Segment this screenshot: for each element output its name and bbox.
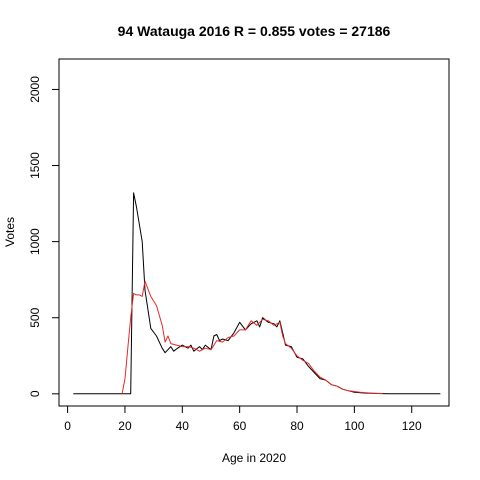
y-axis: 0 500 1000 1500 2000	[28, 76, 60, 397]
x-tick-label: 0	[64, 419, 71, 433]
y-axis-label: Votes	[3, 217, 17, 247]
y-tick-label: 1000	[28, 228, 42, 255]
y-tick-label: 0	[28, 390, 42, 397]
x-tick-label: 100	[344, 419, 364, 433]
x-tick-label: 40	[176, 419, 190, 433]
y-tick-label: 500	[28, 307, 42, 327]
series-layer	[73, 192, 441, 395]
x-tick-label: 80	[290, 419, 304, 433]
x-tick-label: 20	[118, 419, 132, 433]
y-tick-label: 1500	[28, 152, 42, 179]
series-line-2	[121, 280, 384, 394]
x-tick-label: 60	[233, 419, 247, 433]
series-line-1	[73, 192, 441, 395]
x-tick-label: 120	[402, 419, 422, 433]
plot-frame	[58, 58, 450, 407]
chart-title: 94 Watauga 2016 R = 0.855 votes = 27186	[118, 23, 391, 39]
y-tick-label: 2000	[28, 76, 42, 103]
x-axis: 0 20 40 60 80 100 120	[64, 405, 422, 433]
x-axis-label: Age in 2020	[222, 451, 286, 465]
